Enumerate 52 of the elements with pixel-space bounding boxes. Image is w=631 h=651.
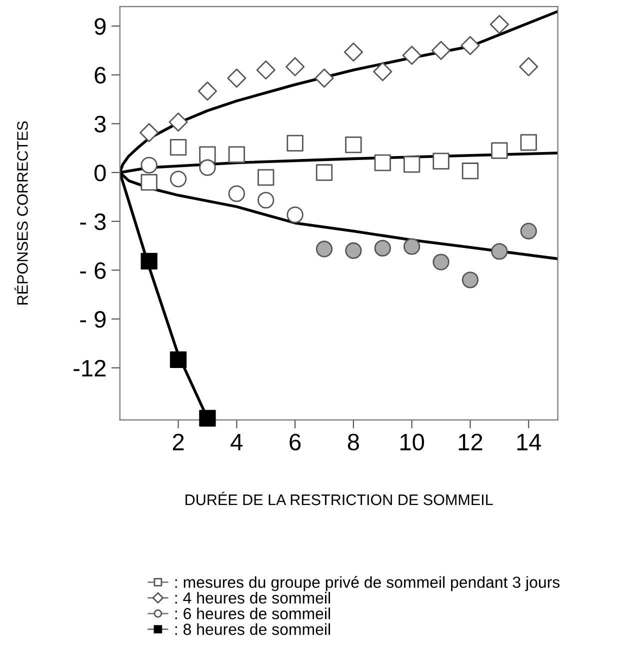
y-tick-label: -12: [74, 360, 106, 376]
x-tick-label: 14: [517, 434, 542, 450]
x-axis-title: DURÉE DE LA RESTRICTION DE SOMMEIL: [186, 492, 493, 506]
y-tick-label: 9: [94, 18, 106, 35]
point: [462, 162, 479, 180]
point: [199, 146, 216, 163]
point: [460, 36, 480, 56]
point: [373, 62, 392, 82]
y-tick-label: 0: [94, 164, 106, 182]
x-tick-label: 10: [400, 434, 424, 450]
legend-label: : 6 heures de sommeil: [175, 608, 330, 620]
point: [170, 138, 187, 156]
point: [402, 46, 422, 65]
point: [140, 123, 159, 142]
point: [286, 134, 304, 152]
point: [519, 57, 538, 76]
point: [374, 154, 391, 172]
x-tick-label: 4: [230, 434, 243, 450]
point: [258, 169, 274, 186]
legend-label: : mesures du groupe privé de sommeil pendant 3 jours: [175, 576, 560, 592]
point: [316, 164, 333, 181]
point: [227, 68, 246, 88]
point: [520, 134, 537, 151]
point: [170, 351, 187, 368]
legend-label: : 8 heures de sommeil: [175, 623, 330, 635]
y-tick-label: - 9: [80, 311, 106, 328]
y-tick-label: 6: [94, 66, 106, 84]
point: [140, 174, 158, 191]
point: [404, 156, 420, 173]
point: [344, 42, 363, 62]
y-tick-label: - 3: [80, 213, 106, 230]
point: [431, 40, 451, 60]
y-axis-title: RÉPONSES CORRECTES: [14, 121, 28, 304]
legend-label: : 4 heures de sommeil: [175, 592, 330, 604]
point: [256, 60, 276, 80]
point: [199, 410, 216, 427]
y-tick-label: - 6: [80, 262, 106, 279]
point: [432, 152, 450, 170]
x-tick-label: 8: [348, 434, 359, 450]
point: [345, 136, 362, 154]
x-tick-label: 2: [172, 434, 184, 450]
point: [228, 146, 245, 163]
point: [198, 82, 218, 101]
point: [140, 252, 158, 270]
point: [286, 57, 305, 76]
y-tick-label: 3: [94, 116, 106, 132]
point: [314, 68, 334, 88]
x-tick-label: 6: [290, 434, 301, 450]
point: [168, 112, 188, 132]
point: [491, 142, 508, 159]
x-tick-label: 12: [458, 434, 482, 450]
point: [490, 14, 509, 34]
